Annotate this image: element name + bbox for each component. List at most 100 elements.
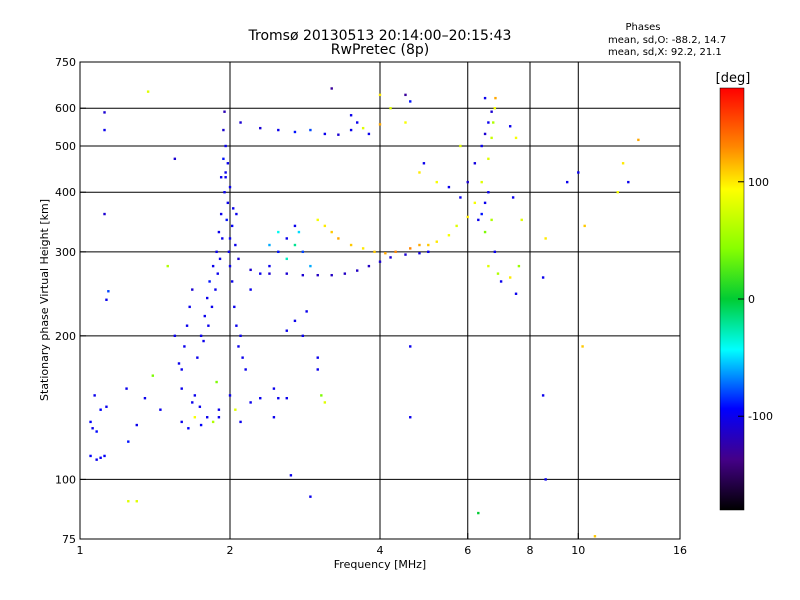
data-point bbox=[373, 250, 376, 254]
data-point bbox=[193, 416, 197, 419]
data-point bbox=[459, 144, 462, 148]
data-point bbox=[218, 257, 222, 261]
data-point bbox=[103, 111, 106, 114]
data-point bbox=[493, 107, 497, 110]
y-tick-label: 300 bbox=[55, 246, 76, 259]
data-point bbox=[93, 394, 96, 397]
data-point bbox=[232, 207, 235, 210]
data-point bbox=[593, 535, 597, 538]
data-point bbox=[293, 224, 297, 228]
data-point bbox=[272, 416, 276, 419]
axis-ticks bbox=[79, 61, 681, 540]
data-point bbox=[621, 162, 625, 165]
data-point bbox=[616, 191, 619, 194]
data-point bbox=[316, 218, 319, 222]
data-point bbox=[404, 93, 407, 97]
data-point bbox=[435, 180, 438, 184]
data-point bbox=[477, 218, 480, 222]
data-point bbox=[135, 423, 138, 427]
x-tick-label: 10 bbox=[571, 544, 585, 557]
data-point bbox=[259, 126, 262, 130]
data-point bbox=[480, 144, 483, 148]
data-point bbox=[508, 276, 512, 279]
data-point bbox=[349, 114, 353, 117]
data-point bbox=[409, 247, 412, 250]
data-point bbox=[384, 252, 387, 255]
data-point bbox=[477, 511, 480, 515]
chart-title: Tromsø 20130513 20:14:00–20:15:43 bbox=[248, 28, 512, 44]
data-point bbox=[180, 387, 183, 390]
data-point bbox=[305, 310, 308, 313]
data-point bbox=[337, 237, 340, 240]
x-tick-label: 1 bbox=[77, 544, 84, 557]
data-point bbox=[293, 243, 297, 247]
data-point bbox=[349, 243, 353, 247]
data-point bbox=[309, 128, 312, 132]
colorbar-tick-label: -100 bbox=[748, 410, 773, 423]
data-point bbox=[127, 500, 130, 503]
data-point bbox=[389, 256, 392, 259]
data-point bbox=[107, 290, 110, 293]
data-point bbox=[447, 185, 451, 189]
data-point bbox=[222, 157, 225, 161]
data-point bbox=[214, 288, 217, 291]
data-point bbox=[277, 250, 280, 254]
data-point bbox=[103, 128, 106, 132]
data-point bbox=[239, 121, 242, 124]
y-tick-label: 75 bbox=[62, 533, 76, 546]
data-point bbox=[91, 427, 94, 430]
data-point bbox=[494, 96, 497, 100]
stats-x: mean, sd,X: 92.2, 21.1 bbox=[608, 47, 722, 58]
data-point bbox=[166, 264, 169, 268]
data-point bbox=[89, 454, 92, 458]
data-point bbox=[277, 128, 280, 132]
x-tick-label: 4 bbox=[377, 544, 384, 557]
data-point bbox=[196, 356, 199, 359]
data-point bbox=[103, 454, 106, 458]
data-point bbox=[320, 394, 323, 397]
data-point bbox=[105, 405, 108, 408]
data-point bbox=[285, 396, 288, 400]
data-point bbox=[205, 416, 209, 419]
data-point bbox=[316, 368, 319, 371]
data-point bbox=[435, 240, 438, 243]
data-point bbox=[237, 345, 240, 348]
data-point bbox=[583, 224, 586, 228]
data-point bbox=[241, 356, 244, 359]
data-point bbox=[228, 394, 232, 397]
data-point bbox=[301, 273, 305, 277]
y-tick-label: 200 bbox=[55, 330, 76, 343]
data-point bbox=[277, 230, 280, 234]
data-point bbox=[343, 272, 347, 275]
data-point bbox=[224, 171, 227, 174]
data-point bbox=[367, 132, 371, 136]
data-point bbox=[224, 176, 227, 179]
data-point bbox=[222, 128, 225, 132]
data-point bbox=[316, 273, 319, 277]
data-point bbox=[173, 334, 177, 338]
data-point bbox=[520, 218, 523, 222]
data-point bbox=[233, 305, 236, 309]
data-point bbox=[455, 224, 458, 228]
data-point bbox=[514, 136, 518, 140]
data-point bbox=[541, 394, 545, 397]
y-tick-label: 750 bbox=[55, 56, 76, 69]
data-point bbox=[259, 272, 262, 275]
data-point bbox=[205, 296, 209, 300]
data-point bbox=[323, 224, 327, 228]
data-point bbox=[544, 237, 547, 240]
data-point bbox=[487, 157, 490, 161]
data-point bbox=[409, 345, 412, 348]
data-point bbox=[180, 368, 183, 371]
data-point bbox=[135, 500, 138, 503]
data-point bbox=[199, 334, 203, 338]
x-tick-label: 6 bbox=[464, 544, 471, 557]
data-point bbox=[289, 474, 293, 477]
data-point bbox=[239, 420, 242, 424]
data-point bbox=[223, 110, 226, 113]
data-point bbox=[285, 272, 288, 275]
data-point bbox=[125, 387, 128, 390]
data-point bbox=[143, 396, 147, 400]
data-point bbox=[228, 185, 232, 189]
